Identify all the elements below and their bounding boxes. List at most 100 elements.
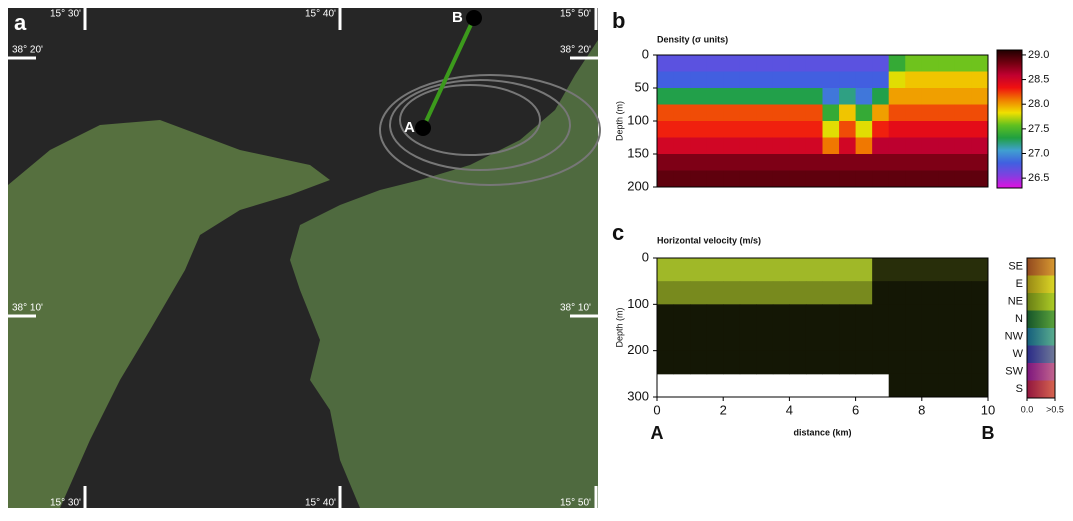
cell bbox=[921, 137, 939, 155]
colorbar-label: 27.5 bbox=[1028, 123, 1049, 135]
y-axis-label: Depth (m) bbox=[614, 101, 624, 141]
cell bbox=[756, 88, 774, 105]
cell bbox=[657, 258, 675, 282]
cell bbox=[739, 258, 757, 282]
cell bbox=[971, 281, 989, 305]
y-tick-label: 50 bbox=[635, 79, 649, 94]
cell bbox=[839, 281, 857, 305]
cell bbox=[971, 121, 989, 138]
cell bbox=[855, 71, 873, 89]
cell bbox=[938, 304, 956, 328]
cell bbox=[938, 137, 956, 155]
cell bbox=[822, 154, 840, 171]
cell bbox=[673, 304, 691, 328]
cell bbox=[673, 281, 691, 305]
cell bbox=[723, 55, 741, 72]
cell bbox=[822, 55, 840, 72]
lon-label: 15° 30' bbox=[50, 498, 81, 509]
cell bbox=[673, 137, 691, 155]
cell bbox=[756, 304, 774, 328]
cell bbox=[739, 170, 757, 188]
cell bbox=[822, 281, 840, 305]
cell bbox=[805, 327, 823, 352]
lat-label: 38° 20' bbox=[560, 45, 591, 56]
cell bbox=[872, 137, 890, 155]
cell bbox=[855, 55, 873, 72]
speed-label: 0.0 bbox=[1021, 404, 1034, 414]
cell bbox=[723, 121, 741, 138]
cell bbox=[954, 350, 972, 375]
cell bbox=[739, 55, 757, 72]
cell bbox=[772, 170, 790, 188]
lon-label: 15° 50' bbox=[560, 9, 591, 20]
cell bbox=[789, 88, 807, 105]
cell bbox=[706, 327, 724, 352]
cell bbox=[872, 55, 890, 72]
cell bbox=[805, 154, 823, 171]
cell bbox=[789, 154, 807, 171]
cell bbox=[706, 281, 724, 305]
cell bbox=[789, 55, 807, 72]
y-tick-label: 150 bbox=[627, 145, 649, 160]
cell bbox=[971, 71, 989, 89]
cell bbox=[723, 327, 741, 352]
cell bbox=[921, 373, 939, 398]
cell bbox=[756, 170, 774, 188]
cell bbox=[822, 121, 840, 138]
cell bbox=[938, 327, 956, 352]
cell bbox=[888, 304, 906, 328]
cell bbox=[938, 104, 956, 122]
cell bbox=[921, 154, 939, 171]
cell bbox=[888, 88, 906, 105]
cell bbox=[971, 327, 989, 352]
cell bbox=[739, 121, 757, 138]
cell bbox=[756, 258, 774, 282]
cell bbox=[723, 350, 741, 375]
cell bbox=[772, 350, 790, 375]
cell bbox=[822, 258, 840, 282]
cell bbox=[938, 88, 956, 105]
cell bbox=[872, 258, 890, 282]
cell bbox=[706, 154, 724, 171]
x-tick-label: 6 bbox=[852, 402, 859, 417]
cell bbox=[706, 170, 724, 188]
cell bbox=[690, 281, 708, 305]
colorbar-label: 27.0 bbox=[1028, 147, 1049, 159]
cell bbox=[805, 350, 823, 375]
panel-label: b bbox=[612, 8, 625, 33]
cell bbox=[756, 327, 774, 352]
cell bbox=[938, 373, 956, 398]
cell bbox=[855, 88, 873, 105]
cell bbox=[690, 258, 708, 282]
cell bbox=[855, 258, 873, 282]
cell bbox=[657, 121, 675, 138]
cell bbox=[888, 350, 906, 375]
cell bbox=[690, 350, 708, 375]
cell bbox=[822, 88, 840, 105]
cell bbox=[657, 71, 675, 89]
cell bbox=[971, 170, 989, 188]
y-tick-label: 200 bbox=[627, 178, 649, 193]
cell bbox=[657, 304, 675, 328]
cell bbox=[888, 281, 906, 305]
cell bbox=[657, 170, 675, 188]
lon-label: 15° 40' bbox=[305, 9, 336, 20]
speed-label: >0.5 bbox=[1046, 404, 1064, 414]
cell bbox=[905, 104, 923, 122]
cell bbox=[789, 170, 807, 188]
cell bbox=[888, 170, 906, 188]
cell bbox=[921, 304, 939, 328]
cell bbox=[739, 350, 757, 375]
cell bbox=[822, 104, 840, 122]
direction-label: NE bbox=[1008, 296, 1023, 308]
cell bbox=[921, 55, 939, 72]
cell bbox=[756, 71, 774, 89]
cell bbox=[739, 154, 757, 171]
cell bbox=[921, 121, 939, 138]
cell bbox=[938, 170, 956, 188]
colorbar-label: 29.0 bbox=[1028, 49, 1049, 61]
cell bbox=[706, 137, 724, 155]
cell bbox=[657, 88, 675, 105]
cell bbox=[673, 71, 691, 89]
lon-label: 15° 40' bbox=[305, 498, 336, 509]
